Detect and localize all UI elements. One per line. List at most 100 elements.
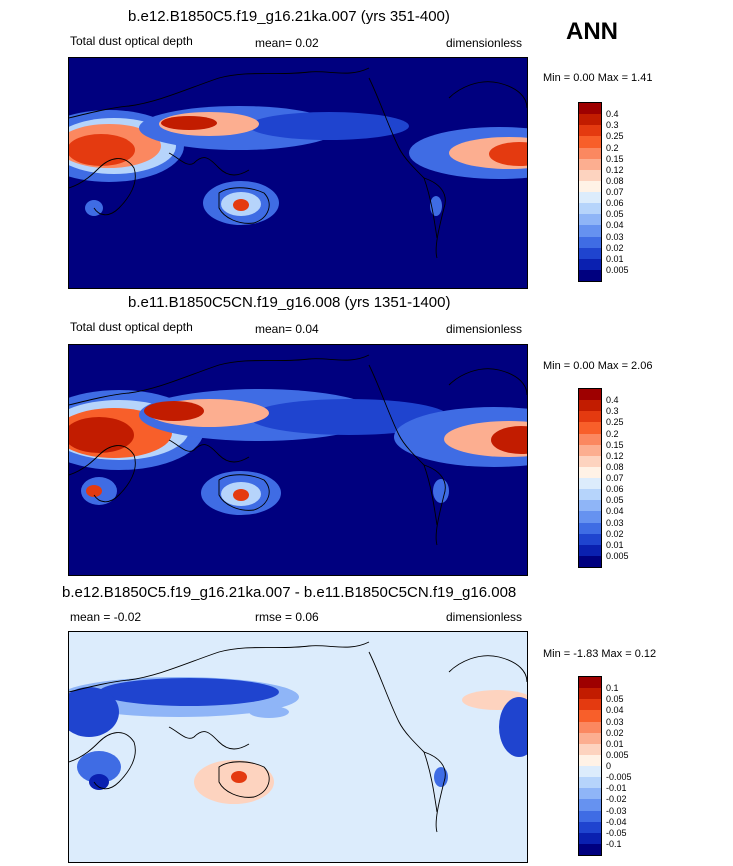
colorbar-label: 0.01: [606, 253, 624, 264]
colorbar-swatch: [579, 225, 601, 237]
colorbar-swatch: [579, 422, 601, 434]
panel2-mean: mean= 0.04: [255, 322, 319, 336]
dust-plume-australia-core: [233, 199, 249, 211]
dust-plume-australia-core: [233, 489, 249, 501]
colorbar-swatch: [579, 511, 601, 523]
colorbar-label: 0.03: [606, 231, 624, 242]
colorbar-swatch: [579, 203, 601, 215]
panel1-mean: mean= 0.02: [255, 36, 319, 50]
panel2-variable: Total dust optical depth: [70, 320, 193, 334]
panel1-units: dimensionless: [446, 36, 523, 50]
panel3-title: b.e12.B1850C5.f19_g16.21ka.007 - b.e11.B…: [62, 584, 517, 601]
colorbar-label: 0.07: [606, 187, 624, 197]
panel1-variable: Total dust optical depth: [70, 34, 193, 48]
colorbar-swatch: [579, 466, 601, 478]
colorbar-label: -0.03: [606, 805, 627, 816]
colorbar-swatch: [579, 788, 601, 800]
colorbar-label: 0.12: [606, 450, 624, 461]
panel2-map: [68, 344, 528, 576]
colorbar-swatch: [579, 158, 601, 170]
colorbar-label: -0.04: [606, 816, 627, 827]
coastlines: [69, 354, 527, 546]
colorbar-swatch: [579, 269, 601, 281]
colorbar-swatch: [579, 843, 601, 855]
panel3-mean: mean = -0.02: [70, 610, 142, 624]
colorbar-label: 0.04: [606, 220, 624, 231]
diff-atlantic-neg: [499, 697, 527, 757]
season-label: ANN: [566, 18, 618, 45]
colorbar-swatch: [579, 103, 601, 115]
colorbar-label: 0.05: [606, 495, 624, 506]
colorbar-label: 0.2: [606, 428, 619, 439]
colorbar-label: -0.01: [606, 783, 627, 794]
dust-plume-pacific: [249, 399, 449, 435]
colorbar-label: 0.25: [606, 417, 624, 428]
colorbar-swatch: [579, 710, 601, 722]
diff-patagonia: [434, 767, 448, 787]
diff-australia-core: [231, 771, 247, 783]
colorbar-label: 0.02: [606, 727, 624, 738]
colorbar-swatch: [579, 721, 601, 733]
colorbar-label: 0.05: [606, 694, 624, 705]
colorbar-swatch: [579, 732, 601, 744]
panel2-units: dimensionless: [446, 322, 523, 336]
diff-southern-africa-core: [89, 774, 109, 790]
colorbar-label: 0.04: [606, 506, 624, 517]
colorbar-label: 0.3: [606, 120, 619, 131]
coastlines: [69, 67, 527, 259]
panel3-minmax: Min = -1.83 Max = 0.12: [543, 648, 657, 660]
colorbar-label: -0.02: [606, 794, 627, 805]
colorbar-swatch: [579, 147, 601, 159]
colorbar-swatch: [579, 444, 601, 456]
colorbar-label: 0: [606, 761, 612, 771]
colorbar-label: 0.005: [606, 264, 629, 275]
diff-australia-pos: [194, 760, 274, 804]
colorbar-label: 0.005: [606, 550, 629, 561]
colorbar-swatch: [579, 433, 601, 445]
colorbar-label: 0.1: [606, 683, 619, 694]
colorbar-label: 0.15: [606, 439, 624, 450]
colorbar-swatch: [579, 192, 601, 204]
colorbar-swatch: [579, 821, 601, 833]
dust-plume-patagonia: [433, 479, 449, 503]
colorbar-swatch: [579, 478, 601, 490]
colorbar-label: 0.12: [606, 164, 624, 175]
colorbar-label: 0.06: [606, 198, 624, 209]
dust-plume-asia-core: [144, 401, 204, 421]
colorbar-swatch: [579, 688, 601, 700]
colorbar-label: 0.08: [606, 175, 624, 186]
colorbar-swatch: [579, 522, 601, 534]
colorbar-swatch: [579, 400, 601, 412]
dust-plume-africa-core: [69, 134, 135, 166]
dust-plume-patagonia: [430, 196, 442, 216]
colorbar-swatch: [579, 489, 601, 501]
colorbar-swatch: [579, 236, 601, 248]
coastlines: [69, 641, 527, 833]
colorbar-swatch: [579, 677, 601, 689]
colorbar-swatch: [579, 247, 601, 259]
colorbar-swatch: [579, 754, 601, 766]
panel2-map-svg: [69, 345, 527, 575]
colorbar-swatch: [579, 389, 601, 401]
colorbar-swatch: [579, 455, 601, 467]
dust-plume-africa-core: [69, 417, 134, 453]
dust-plume-southern-africa-core: [86, 485, 102, 497]
colorbar-swatch: [579, 799, 601, 811]
panel3-map: [68, 631, 528, 863]
colorbar-label: 0.3: [606, 406, 619, 417]
panel3-map-svg: [69, 632, 527, 862]
colorbar-label: 0.2: [606, 142, 619, 153]
panel1-map: [68, 57, 528, 289]
colorbar-label: 0.04: [606, 705, 624, 716]
panel1-colorbar: 0.4 0.3 0.25 0.2 0.15 0.12 0.08 0.07 0.06 0.05 0.0…: [578, 102, 629, 282]
panel3-units: dimensionless: [446, 610, 523, 624]
colorbar-label: 0.01: [606, 539, 624, 550]
diff-southern-africa: [77, 751, 121, 783]
colorbar-label: 0.03: [606, 517, 624, 528]
diff-asia-core: [99, 678, 279, 706]
colorbar-swatch: [579, 500, 601, 512]
colorbar-swatch: [579, 258, 601, 270]
dust-plume-atlantic-core: [489, 142, 527, 166]
colorbar-swatch: [579, 169, 601, 181]
panel1-title: b.e12.B1850C5.f19_g16.21ka.007 (yrs 351-…: [128, 8, 450, 25]
